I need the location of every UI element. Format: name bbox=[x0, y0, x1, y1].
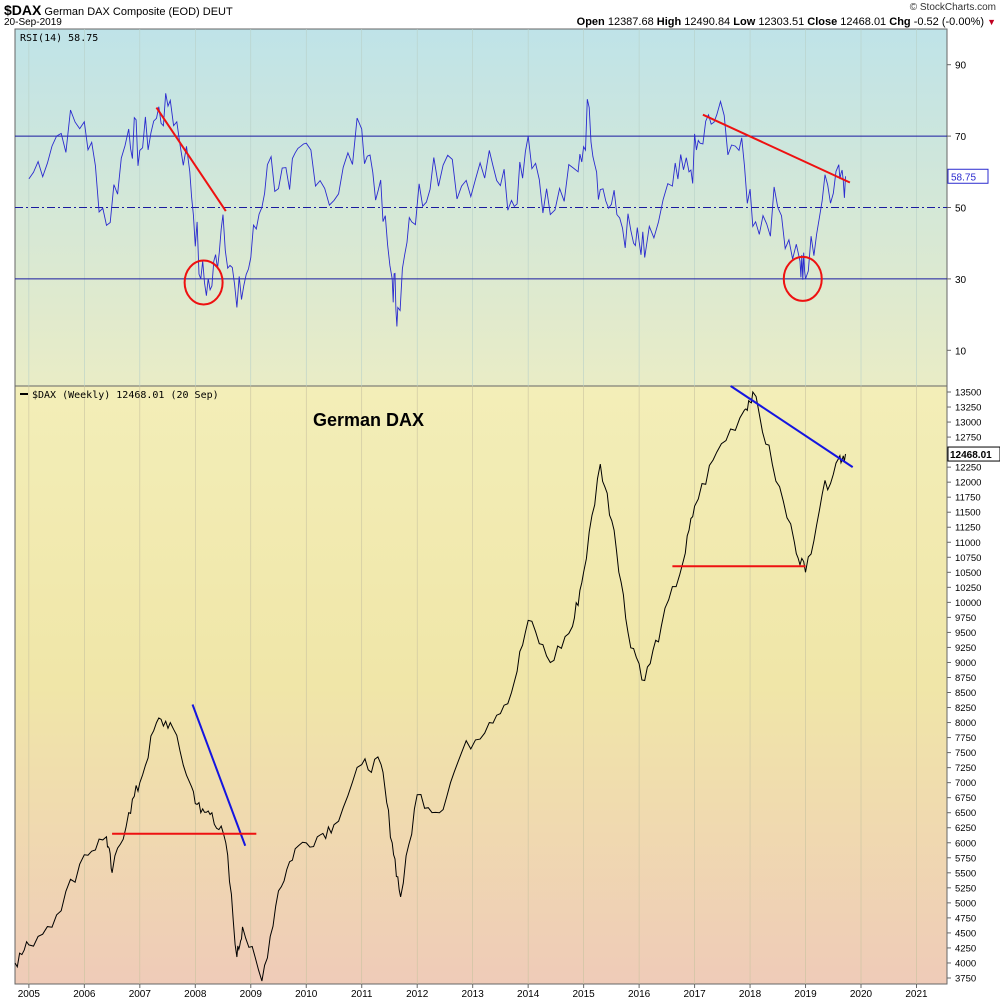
x-tick-label: 2019 bbox=[794, 989, 817, 1000]
chart-date: 20-Sep-2019 bbox=[4, 17, 62, 28]
price-last-value: 12468.01 bbox=[950, 450, 992, 461]
price-ytick-label: 8250 bbox=[955, 703, 976, 714]
price-ytick-label: 7750 bbox=[955, 733, 976, 744]
x-tick-label: 2018 bbox=[739, 989, 762, 1000]
price-ytick-label: 8500 bbox=[955, 688, 976, 699]
price-ytick-label: 4000 bbox=[955, 958, 976, 969]
rsi-line bbox=[28, 93, 846, 327]
price-ytick-label: 8000 bbox=[955, 718, 976, 729]
x-tick-label: 2016 bbox=[628, 989, 651, 1000]
rsi-last-value: 58.75 bbox=[951, 172, 976, 183]
chg-label: Chg bbox=[889, 16, 911, 28]
symbol: $DAX bbox=[4, 2, 42, 18]
price-ytick-label: 7500 bbox=[955, 748, 976, 759]
price-ytick-label: 4750 bbox=[955, 913, 976, 924]
close-label: Close bbox=[807, 16, 838, 28]
open-label: Open bbox=[576, 16, 605, 28]
price-legend: $DAX (Weekly) 12468.01 (20 Sep) bbox=[32, 390, 219, 401]
price-ytick-label: 5750 bbox=[955, 853, 976, 864]
down-arrow-icon: ▼ bbox=[987, 17, 996, 27]
rsi-ytick-label: 50 bbox=[955, 204, 967, 215]
price-ytick-label: 10750 bbox=[955, 553, 981, 564]
price-ytick-label: 11000 bbox=[955, 538, 981, 549]
price-ytick-label: 11500 bbox=[955, 508, 981, 519]
price-ytick-label: 13000 bbox=[955, 418, 981, 429]
exchange: DEUT bbox=[202, 6, 233, 18]
price-ytick-label: 4250 bbox=[955, 943, 976, 954]
rsi-trendline-0 bbox=[155, 106, 227, 212]
price-ytick-label: 11750 bbox=[955, 493, 981, 504]
price-ytick-label: 9000 bbox=[955, 658, 976, 669]
price-ytick-label: 10250 bbox=[955, 583, 981, 594]
rsi-ytick-label: 30 bbox=[955, 275, 967, 286]
rsi-trendline-1 bbox=[702, 113, 851, 184]
price-ytick-label: 6250 bbox=[955, 823, 976, 834]
x-tick-label: 2011 bbox=[351, 989, 373, 1000]
close-value: 12468.01 bbox=[840, 16, 887, 28]
x-tick-label: 2015 bbox=[573, 989, 596, 1000]
x-tick-label: 2020 bbox=[850, 989, 873, 1000]
price-ytick-label: 5500 bbox=[955, 868, 976, 879]
price-ytick-label: 9250 bbox=[955, 643, 976, 654]
x-tick-label: 2005 bbox=[18, 989, 41, 1000]
instrument-name: German DAX Composite (EOD) bbox=[44, 6, 200, 18]
price-ytick-label: 13250 bbox=[955, 403, 981, 414]
price-trendline-0 bbox=[191, 704, 247, 847]
x-tick-label: 2013 bbox=[462, 989, 485, 1000]
rsi-legend: RSI(14) 58.75 bbox=[20, 33, 98, 44]
x-tick-label: 2008 bbox=[184, 989, 207, 1000]
price-ytick-label: 3750 bbox=[955, 973, 976, 984]
x-tick-label: 2006 bbox=[73, 989, 96, 1000]
rsi-ytick-label: 70 bbox=[955, 132, 967, 143]
price-trendline-1 bbox=[730, 385, 854, 468]
x-tick-label: 2012 bbox=[406, 989, 429, 1000]
high-label: High bbox=[656, 16, 682, 28]
rsi-ytick-label: 90 bbox=[955, 61, 967, 72]
x-tick-label: 2009 bbox=[240, 989, 263, 1000]
chart-header: $DAX German DAX Composite (EOD) DEUT bbox=[4, 2, 233, 18]
quote-line: Open 12387.68 High 12490.84 Low 12303.51… bbox=[577, 16, 996, 28]
rsi-ytick-label: 10 bbox=[955, 346, 967, 357]
price-panel bbox=[14, 385, 948, 985]
price-ytick-label: 5250 bbox=[955, 883, 976, 894]
chg-value: -0.52 (-0.00%) bbox=[913, 16, 985, 28]
credit: © StockCharts.com bbox=[909, 2, 996, 13]
price-ytick-label: 7250 bbox=[955, 763, 976, 774]
price-ytick-label: 11250 bbox=[955, 523, 981, 534]
x-tick-label: 2017 bbox=[683, 989, 706, 1000]
price-ytick-label: 9750 bbox=[955, 613, 976, 624]
low-label: Low bbox=[733, 16, 756, 28]
high-value: 12490.84 bbox=[684, 16, 731, 28]
price-ytick-label: 6750 bbox=[955, 793, 976, 804]
x-tick-label: 2010 bbox=[295, 989, 318, 1000]
chart-title: German DAX bbox=[313, 410, 424, 430]
price-ytick-label: 13500 bbox=[955, 388, 981, 399]
x-tick-label: 2021 bbox=[905, 989, 928, 1000]
price-ytick-label: 4500 bbox=[955, 928, 976, 939]
price-ytick-label: 6000 bbox=[955, 838, 976, 849]
x-tick-label: 2007 bbox=[129, 989, 152, 1000]
price-ytick-label: 10000 bbox=[955, 598, 981, 609]
price-ytick-label: 6500 bbox=[955, 808, 976, 819]
price-ytick-label: 12750 bbox=[955, 433, 981, 444]
price-ytick-label: 9500 bbox=[955, 628, 976, 639]
price-ytick-label: 7000 bbox=[955, 778, 976, 789]
rsi-last-tag bbox=[947, 168, 989, 184]
price-last-tag bbox=[947, 446, 1000, 462]
x-tick-label: 2014 bbox=[517, 989, 540, 1000]
rsi-circle-1 bbox=[782, 255, 823, 302]
price-ytick-label: 10500 bbox=[955, 568, 981, 579]
price-line bbox=[14, 390, 846, 982]
open-value: 12387.68 bbox=[607, 16, 654, 28]
price-ytick-label: 12000 bbox=[955, 478, 981, 489]
price-ytick-label: 5000 bbox=[955, 898, 976, 909]
price-ytick-label: 12250 bbox=[955, 463, 981, 474]
rsi-circle-0 bbox=[183, 259, 224, 306]
low-value: 12303.51 bbox=[758, 16, 805, 28]
price-ytick-label: 8750 bbox=[955, 673, 976, 684]
